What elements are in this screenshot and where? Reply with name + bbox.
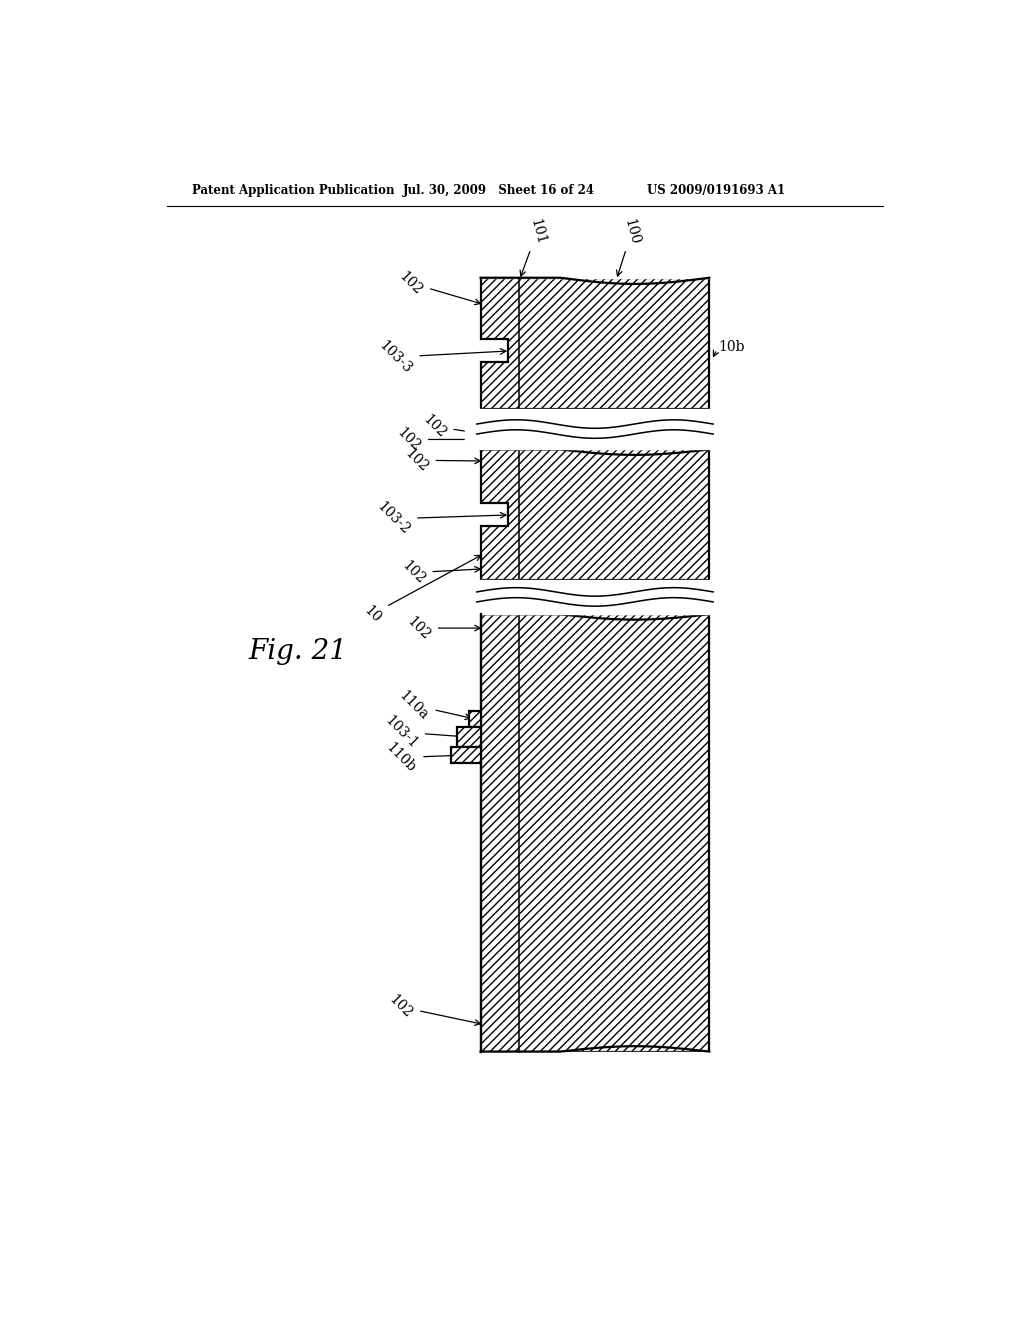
Text: 10b: 10b xyxy=(719,341,745,354)
Polygon shape xyxy=(480,277,710,409)
Text: Jul. 30, 2009   Sheet 16 of 24: Jul. 30, 2009 Sheet 16 of 24 xyxy=(403,185,595,197)
Bar xyxy=(444,710,480,764)
Bar xyxy=(480,614,710,1052)
Polygon shape xyxy=(480,450,710,581)
Text: 100: 100 xyxy=(616,216,642,276)
Text: 110b: 110b xyxy=(383,741,462,775)
Text: 103-1: 103-1 xyxy=(382,713,465,751)
Text: 102: 102 xyxy=(420,412,480,441)
Text: US 2009/0191693 A1: US 2009/0191693 A1 xyxy=(647,185,785,197)
Text: 102: 102 xyxy=(404,614,480,643)
Bar xyxy=(458,726,480,747)
Text: Patent Application Publication: Patent Application Publication xyxy=(191,185,394,197)
Text: 102: 102 xyxy=(399,558,480,587)
Text: 102: 102 xyxy=(394,425,480,454)
Text: 102: 102 xyxy=(402,446,480,474)
Text: 102: 102 xyxy=(386,993,480,1026)
Text: 10: 10 xyxy=(360,556,481,626)
Text: 102: 102 xyxy=(396,269,480,305)
Text: 103-3: 103-3 xyxy=(377,338,506,376)
Text: 110a: 110a xyxy=(396,688,471,722)
Text: 103-2: 103-2 xyxy=(374,500,506,537)
Bar xyxy=(452,747,480,763)
Bar xyxy=(469,711,480,726)
Text: 101: 101 xyxy=(520,216,548,276)
Text: Fig. 21: Fig. 21 xyxy=(248,638,347,665)
